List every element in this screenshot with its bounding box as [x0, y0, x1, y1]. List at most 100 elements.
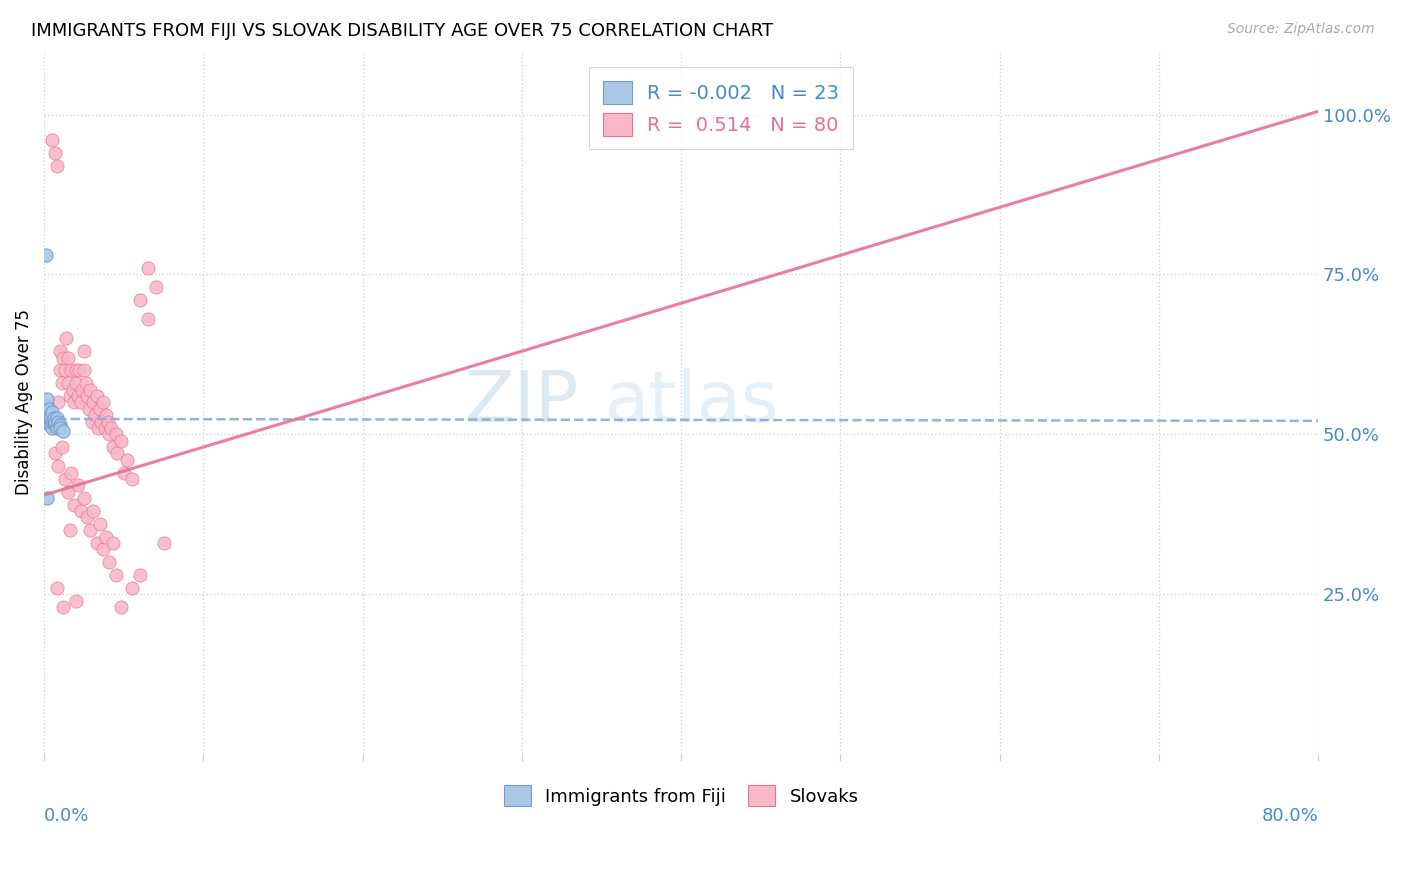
- Point: [73, 491, 96, 506]
- Point: [55, 331, 77, 345]
- Point: [41, 405, 63, 419]
- Point: [49, 421, 72, 435]
- Text: atlas: atlas: [605, 368, 779, 437]
- Point: [49, 344, 72, 359]
- Point: [82, 395, 104, 409]
- Point: [38, 415, 60, 429]
- Point: [41, 415, 63, 429]
- Point: [44, 446, 66, 460]
- Point: [89, 516, 111, 531]
- Point: [51, 440, 73, 454]
- Point: [63, 498, 86, 512]
- Point: [79, 383, 101, 397]
- Point: [66, 478, 89, 492]
- Point: [39, 411, 62, 425]
- Point: [56, 376, 79, 391]
- Point: [35, 405, 58, 419]
- Point: [86, 389, 108, 403]
- Point: [65, 376, 87, 391]
- Point: [136, 312, 159, 326]
- Point: [96, 530, 118, 544]
- Point: [49, 417, 72, 432]
- Point: [101, 536, 124, 550]
- Point: [58, 523, 80, 537]
- Point: [72, 383, 94, 397]
- Point: [52, 351, 75, 365]
- Point: [45, 411, 67, 425]
- Point: [89, 401, 111, 416]
- Point: [87, 421, 110, 435]
- Point: [37, 491, 59, 506]
- Point: [69, 395, 91, 409]
- Point: [105, 446, 128, 460]
- Point: [48, 395, 70, 409]
- Point: [66, 389, 89, 403]
- Point: [110, 599, 132, 614]
- Point: [44, 145, 66, 160]
- Point: [62, 383, 84, 397]
- Text: 0.0%: 0.0%: [44, 806, 90, 825]
- Point: [73, 363, 96, 377]
- Point: [53, 472, 76, 486]
- Point: [93, 421, 115, 435]
- Point: [75, 376, 97, 391]
- Point: [76, 510, 98, 524]
- Point: [100, 421, 122, 435]
- Point: [80, 415, 103, 429]
- Text: IMMIGRANTS FROM FIJI VS SLOVAK DISABILITY AGE OVER 75 CORRELATION CHART: IMMIGRANTS FROM FIJI VS SLOVAK DISABILIT…: [31, 22, 773, 40]
- Point: [101, 440, 124, 454]
- Point: [48, 415, 70, 429]
- Point: [37, 399, 59, 413]
- Point: [121, 472, 143, 486]
- Point: [77, 401, 100, 416]
- Point: [128, 568, 150, 582]
- Point: [98, 427, 121, 442]
- Text: Source: ZipAtlas.com: Source: ZipAtlas.com: [1227, 22, 1375, 37]
- Point: [52, 424, 75, 438]
- Point: [41, 133, 63, 147]
- Point: [110, 434, 132, 448]
- Point: [63, 395, 86, 409]
- Point: [128, 293, 150, 307]
- Point: [37, 392, 59, 406]
- Point: [51, 376, 73, 391]
- Point: [42, 415, 65, 429]
- Point: [39, 417, 62, 432]
- Point: [97, 415, 120, 429]
- Point: [53, 363, 76, 377]
- Point: [86, 536, 108, 550]
- Point: [96, 408, 118, 422]
- Point: [73, 344, 96, 359]
- Point: [115, 453, 138, 467]
- Point: [38, 401, 60, 416]
- Point: [41, 421, 63, 435]
- Point: [45, 159, 67, 173]
- Point: [65, 593, 87, 607]
- Text: 80.0%: 80.0%: [1261, 806, 1319, 825]
- Point: [136, 261, 159, 276]
- Point: [76, 389, 98, 403]
- Point: [58, 389, 80, 403]
- Point: [48, 459, 70, 474]
- Legend: Immigrants from Fiji, Slovaks: Immigrants from Fiji, Slovaks: [495, 776, 868, 815]
- Point: [82, 504, 104, 518]
- Point: [98, 555, 121, 569]
- Point: [84, 408, 107, 422]
- Point: [79, 523, 101, 537]
- Point: [67, 363, 90, 377]
- Point: [45, 581, 67, 595]
- Point: [60, 363, 83, 377]
- Point: [56, 484, 79, 499]
- Text: ZIP: ZIP: [465, 368, 579, 437]
- Point: [65, 363, 87, 377]
- Point: [42, 411, 65, 425]
- Point: [145, 280, 167, 294]
- Point: [45, 421, 67, 435]
- Point: [91, 395, 114, 409]
- Point: [44, 417, 66, 432]
- Y-axis label: Disability Age Over 75: Disability Age Over 75: [15, 310, 32, 495]
- Point: [91, 542, 114, 557]
- Point: [112, 466, 135, 480]
- Point: [49, 363, 72, 377]
- Point: [104, 568, 127, 582]
